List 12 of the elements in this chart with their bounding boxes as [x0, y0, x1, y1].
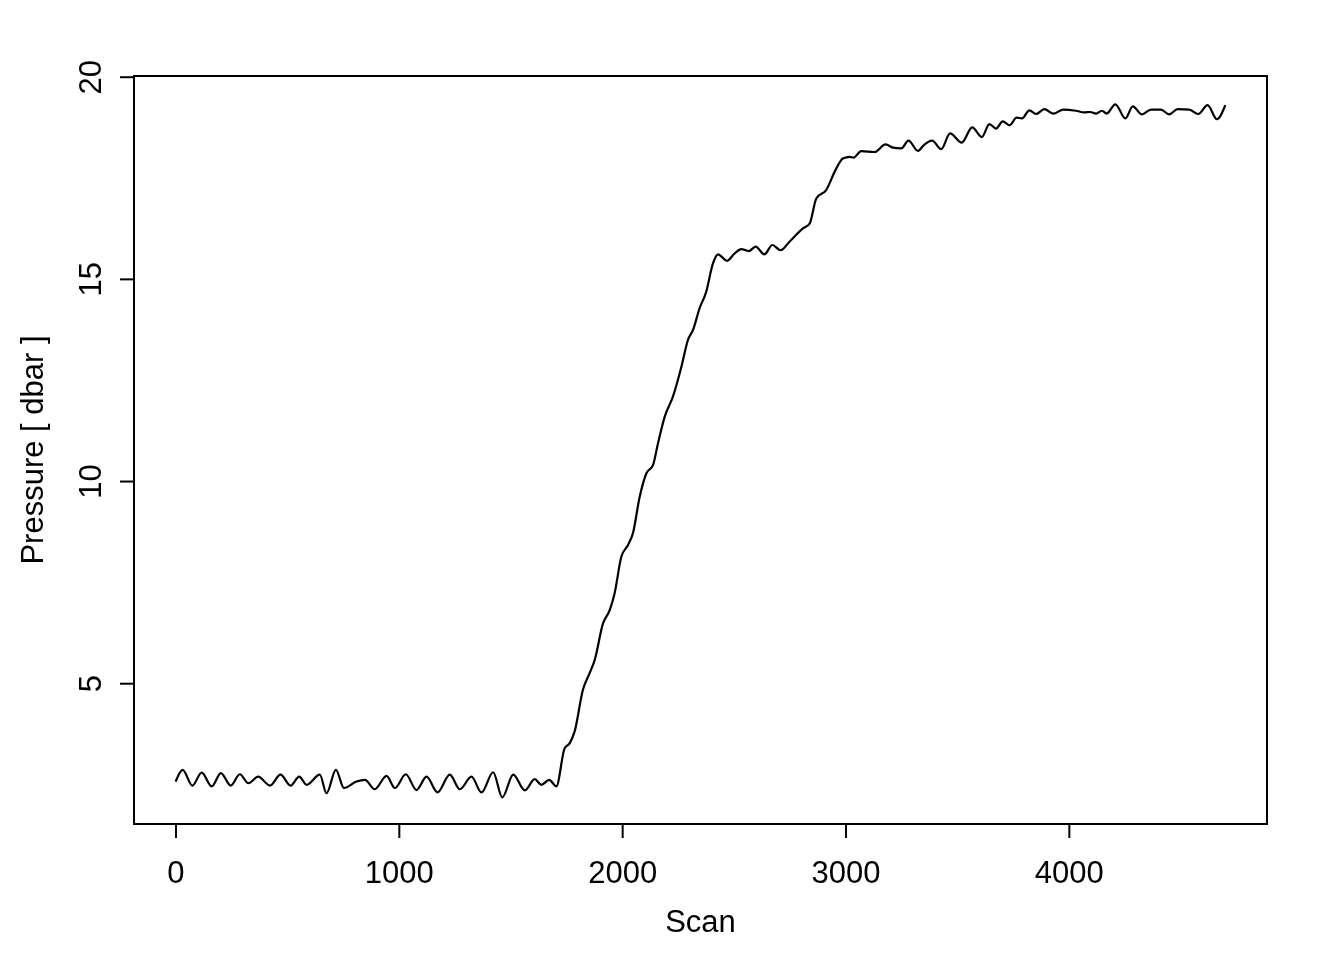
- y-tick-label: 20: [73, 59, 108, 95]
- y-tick-label: 10: [73, 464, 108, 499]
- x-tick-label: 3000: [811, 855, 881, 890]
- x-tick-label: 0: [167, 855, 185, 890]
- y-tick-label: 5: [73, 675, 108, 693]
- y-tick-label: 15: [73, 262, 108, 297]
- x-tick-label: 1000: [364, 855, 434, 890]
- y-axis-title: Pressure [ dbar ]: [15, 335, 50, 565]
- x-axis-title: Scan: [665, 904, 736, 939]
- x-tick-label: 4000: [1034, 855, 1104, 890]
- x-tick-label: 2000: [588, 855, 658, 890]
- line-series: [174, 103, 1227, 799]
